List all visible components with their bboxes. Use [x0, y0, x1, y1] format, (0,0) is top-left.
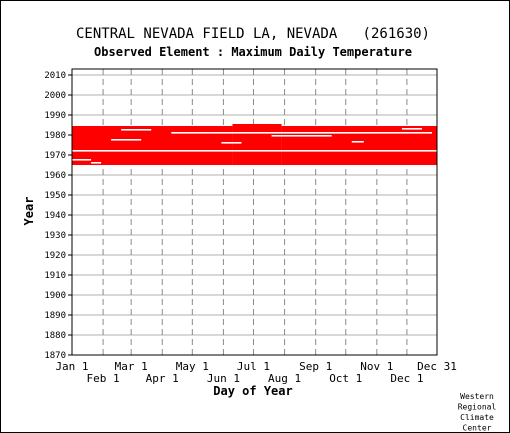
credit-line: Western	[460, 392, 494, 401]
data-block	[232, 124, 282, 165]
x-tick-label: Jun 1	[207, 372, 240, 385]
x-tick-label: Dec 1	[390, 372, 423, 385]
y-axis-label: Year	[22, 197, 36, 226]
y-tick-label: 1990	[44, 111, 66, 121]
x-tick-label: Feb 1	[87, 372, 120, 385]
y-tick-label: 1920	[44, 251, 66, 261]
x-axis-label: Day of Year	[213, 384, 292, 398]
data-block	[72, 126, 233, 165]
y-tick-label: 2010	[44, 71, 66, 81]
credit-line: Center	[463, 424, 492, 433]
missing-data-gap	[171, 132, 432, 134]
missing-data-gap	[121, 129, 152, 131]
missing-data-gap	[221, 142, 242, 144]
x-tick-label: Jan 1	[55, 360, 88, 373]
y-tick-label: 1980	[44, 131, 66, 141]
missing-data-gap	[401, 128, 422, 130]
missing-data-gap	[351, 141, 364, 143]
x-tick-label: Mar 1	[115, 360, 148, 373]
missing-data-gap	[72, 159, 92, 161]
y-tick-label: 1890	[44, 311, 66, 321]
x-tick-label: Jul 1	[237, 360, 270, 373]
y-tick-label: 1930	[44, 231, 66, 241]
x-tick-label: Nov 1	[360, 360, 393, 373]
y-tick-label: 1940	[44, 211, 66, 221]
plot-area: 1870 1880 1890 1900 1910 1920 1930 1940 1950 1960…	[44, 68, 457, 385]
plot-border	[71, 68, 438, 356]
y-tick-label: 1870	[44, 351, 66, 361]
y-tick-label: 1910	[44, 271, 66, 281]
x-tick-label: Oct 1	[329, 372, 362, 385]
data-block	[281, 126, 437, 165]
x-tick-label: Aug 1	[268, 372, 301, 385]
x-tick-label: Dec 31	[417, 360, 457, 373]
y-tick-label: 1880	[44, 331, 66, 341]
y-tick-label: 1900	[44, 291, 66, 301]
y-tick-label: 1950	[44, 191, 66, 201]
credit-line: Regional	[458, 403, 497, 412]
missing-data-gap	[72, 150, 437, 152]
x-tick-label: Sep 1	[299, 360, 332, 373]
x-tick-label: Apr 1	[146, 372, 179, 385]
chart-subtitle: Observed Element : Maximum Daily Tempera…	[94, 45, 412, 59]
y-tick-label: 1970	[44, 151, 66, 161]
y-tick-label: 1960	[44, 171, 66, 181]
chart-title: CENTRAL NEVADA FIELD LA, NEVADA (261630)	[76, 26, 430, 42]
credit-line: Climate	[460, 413, 494, 422]
missing-data-gap	[271, 135, 332, 137]
missing-data-gap	[91, 162, 102, 164]
missing-data-gap	[111, 139, 142, 141]
x-tick-label: May 1	[176, 360, 209, 373]
y-tick-label: 2000	[44, 91, 66, 101]
